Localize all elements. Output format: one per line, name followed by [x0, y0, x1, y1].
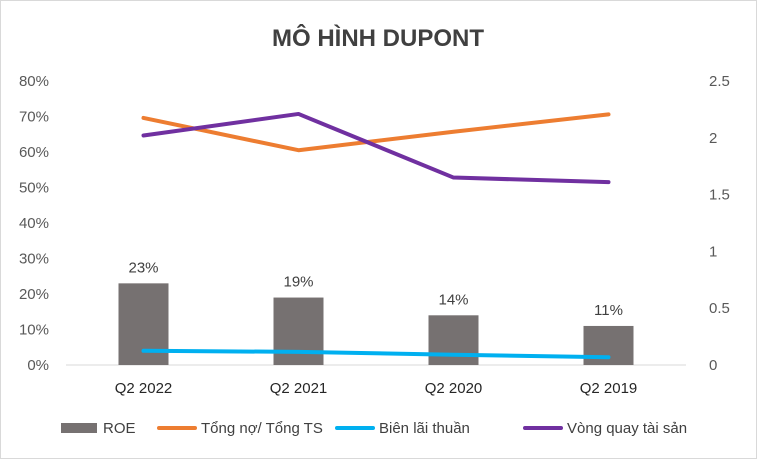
- left-tick-label: 30%: [19, 251, 49, 268]
- right-tick-label: 2: [709, 130, 717, 147]
- roe-data-label: 23%: [128, 259, 158, 276]
- roe-data-label: 14%: [438, 291, 468, 308]
- roe-bar: [428, 315, 479, 365]
- left-tick-label: 10%: [19, 322, 49, 339]
- right-tick-label: 0.5: [709, 300, 730, 317]
- right-tick-label: 1.5: [709, 187, 730, 204]
- right-tick-label: 1: [709, 243, 717, 260]
- right-tick-label: 0: [709, 357, 717, 374]
- right-axis: 0 0.5 1 1.5 2 2.5: [709, 73, 730, 374]
- line-vong-quay-tai-san: [141, 111, 611, 185]
- left-tick-label: 20%: [19, 286, 49, 303]
- left-tick-label: 80%: [19, 73, 49, 90]
- left-axis: 0% 10% 20% 30% 40% 50% 60% 70% 80%: [19, 73, 49, 374]
- series-lines: [141, 111, 611, 360]
- chart-title: MÔ HÌNH DUPONT: [272, 24, 484, 52]
- category-label: Q2 2019: [580, 380, 638, 397]
- roe-data-label: 11%: [594, 302, 623, 319]
- legend-swatch-bar: [61, 423, 97, 433]
- legend: ROE Tổng nợ/ Tổng TS Biên lãi thuần Vòng qu…: [61, 420, 687, 437]
- category-label: Q2 2022: [115, 380, 173, 397]
- line-bien-lai-thuan: [141, 348, 611, 360]
- left-tick-label: 60%: [19, 144, 49, 161]
- legend-label: ROE: [103, 420, 136, 437]
- left-tick-label: 70%: [19, 109, 49, 126]
- roe-data-labels: 23% 19% 14% 11%: [128, 259, 622, 319]
- left-tick-label: 0%: [27, 357, 49, 374]
- category-label: Q2 2021: [270, 380, 328, 397]
- right-tick-label: 2.5: [709, 73, 730, 90]
- left-tick-label: 50%: [19, 180, 49, 197]
- category-labels: Q2 2022 Q2 2021 Q2 2020 Q2 2019: [115, 380, 638, 397]
- legend-label: Vòng quay tài sản: [567, 420, 687, 437]
- legend-label: Tổng nợ/ Tổng TS: [201, 420, 323, 437]
- roe-bars: [118, 283, 634, 365]
- line-tong-no-tong-ts: [141, 112, 611, 153]
- roe-bar: [273, 297, 324, 365]
- left-tick-label: 40%: [19, 215, 49, 232]
- category-label: Q2 2020: [425, 380, 483, 397]
- roe-data-label: 19%: [283, 274, 313, 291]
- legend-label: Biên lãi thuần: [379, 420, 470, 437]
